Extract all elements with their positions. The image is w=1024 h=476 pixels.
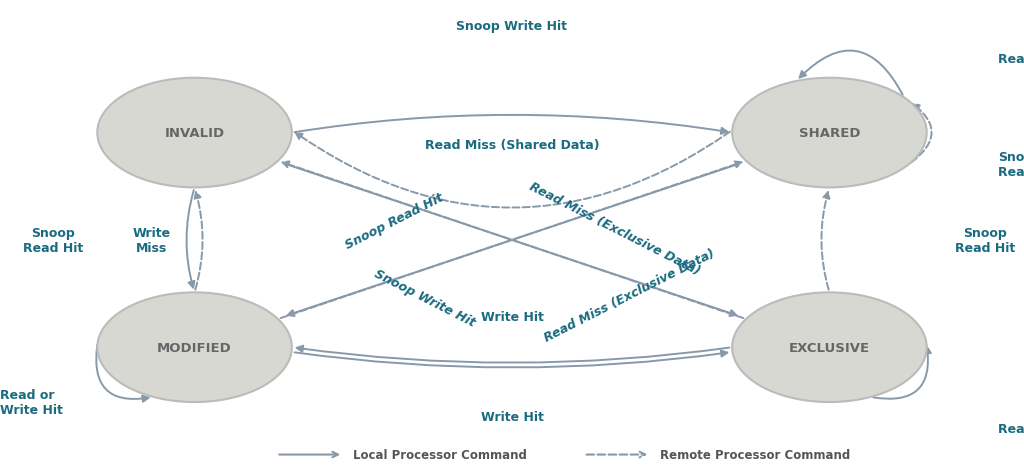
FancyArrowPatch shape (286, 165, 736, 317)
FancyArrowPatch shape (283, 162, 743, 318)
Ellipse shape (732, 293, 927, 402)
Text: Read Hit: Read Hit (998, 53, 1024, 66)
Ellipse shape (97, 79, 292, 188)
Ellipse shape (97, 293, 292, 402)
FancyArrowPatch shape (296, 132, 730, 208)
Text: EXCLUSIVE: EXCLUSIVE (788, 341, 870, 354)
Text: Write Hit: Write Hit (480, 410, 544, 423)
Text: INVALID: INVALID (165, 127, 224, 140)
FancyArrowPatch shape (297, 346, 729, 363)
Text: Remote Processor Command: Remote Processor Command (660, 448, 851, 461)
Text: Read or
Write Hit: Read or Write Hit (0, 388, 62, 416)
FancyArrowPatch shape (281, 162, 741, 318)
Text: Snoop Read Hit: Snoop Read Hit (343, 191, 445, 252)
FancyArrowPatch shape (195, 193, 203, 290)
FancyArrowPatch shape (873, 347, 931, 399)
Text: Write Hit: Write Hit (480, 310, 544, 323)
FancyArrowPatch shape (288, 165, 738, 317)
FancyArrowPatch shape (821, 193, 829, 290)
Text: Read Hit: Read Hit (998, 422, 1024, 435)
FancyArrowPatch shape (800, 51, 903, 96)
Text: Write
Miss: Write Miss (132, 227, 171, 254)
Text: Snoop
Read Hit: Snoop Read Hit (998, 150, 1024, 178)
FancyArrowPatch shape (911, 105, 932, 163)
Text: Read Miss (Exclusive Data): Read Miss (Exclusive Data) (527, 180, 701, 277)
FancyArrowPatch shape (186, 191, 195, 288)
Text: Read Miss (Shared Data): Read Miss (Shared Data) (425, 139, 599, 152)
Text: Read Miss (Exclusive Data): Read Miss (Exclusive Data) (543, 247, 717, 344)
FancyArrowPatch shape (295, 351, 727, 367)
FancyArrowPatch shape (96, 346, 148, 402)
Text: SHARED: SHARED (799, 127, 860, 140)
Ellipse shape (732, 79, 927, 188)
Text: Snoop Write Hit: Snoop Write Hit (457, 20, 567, 33)
Text: Snoop
Read Hit: Snoop Read Hit (24, 227, 83, 254)
FancyArrowPatch shape (295, 116, 727, 135)
Text: MODIFIED: MODIFIED (158, 341, 231, 354)
Text: Snoop
Read Hit: Snoop Read Hit (955, 227, 1015, 254)
Text: Snoop Write Hit: Snoop Write Hit (373, 267, 477, 328)
Text: Local Processor Command: Local Processor Command (353, 448, 527, 461)
